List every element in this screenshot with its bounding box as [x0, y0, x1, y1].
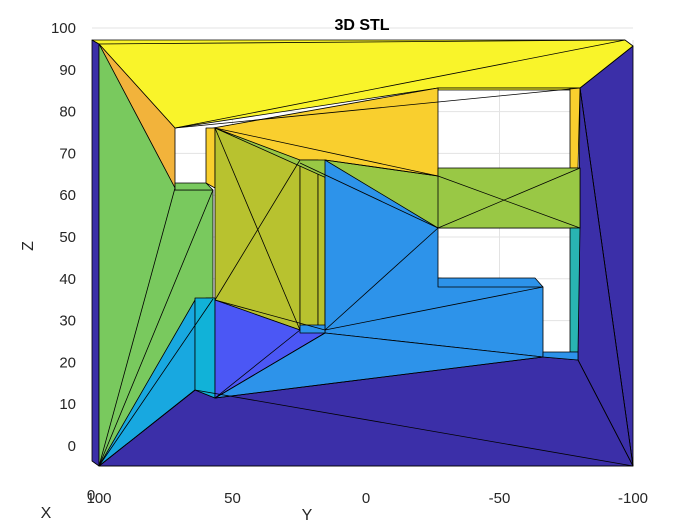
z-tick-label: 100 — [51, 20, 76, 37]
z-tick-label: 70 — [59, 145, 76, 162]
facet-edge — [98, 298, 214, 467]
facet-edge — [214, 159, 301, 301]
facet-edge — [174, 87, 581, 129]
z-tick-label: 20 — [59, 354, 76, 371]
facet — [317, 159, 326, 331]
y-tick-label: 50 — [224, 490, 241, 507]
facet-edge — [299, 162, 439, 229]
z-tick-label: 50 — [59, 229, 76, 246]
z-axis-ticks: 0 10 20 30 40 50 60 70 80 90 100 — [51, 20, 76, 455]
facet-edge — [214, 332, 326, 399]
y-axis-ticks: 100 50 0 -50 -100 — [86, 490, 648, 507]
facet — [91, 39, 100, 467]
facet-edge — [214, 329, 301, 399]
z-tick-label: 10 — [59, 396, 76, 413]
facet-edge — [194, 389, 634, 467]
z-tick-label: 80 — [59, 104, 76, 121]
facet — [194, 297, 216, 399]
facet-edge — [437, 175, 581, 229]
facet-edge — [577, 359, 634, 467]
facet-edge — [214, 299, 326, 331]
facet-edge — [437, 167, 581, 229]
z-tick-label: 60 — [59, 187, 76, 204]
z-tick-label: 90 — [59, 62, 76, 79]
facet-edge — [98, 189, 214, 467]
facet-edge — [324, 159, 439, 177]
y-tick-label: 0 — [362, 490, 370, 507]
facet-edge — [98, 39, 626, 45]
facet-edge — [174, 39, 626, 129]
z-tick-label: 40 — [59, 271, 76, 288]
facet-edge — [214, 127, 301, 331]
y-axis-label: Y — [302, 507, 313, 524]
y-tick-label: -50 — [489, 490, 511, 507]
x-axis-ticks: 0 — [87, 487, 95, 504]
y-tick-label: -100 — [618, 490, 648, 507]
facet — [205, 127, 216, 189]
facet-edge — [324, 227, 439, 331]
facet-edge — [579, 87, 634, 467]
facet — [437, 87, 581, 91]
facet — [299, 159, 319, 331]
x-axis-label: X — [41, 505, 52, 522]
facet-edge — [98, 389, 196, 467]
x-tick-label: 0 — [87, 487, 95, 504]
facet-edge — [98, 187, 176, 467]
facet-edge — [324, 286, 544, 331]
facet — [174, 182, 214, 191]
z-axis-label: Z — [20, 241, 37, 251]
facet-edge — [214, 127, 439, 177]
z-tick-label: 0 — [68, 438, 76, 455]
z-tick-label: 30 — [59, 313, 76, 330]
facet — [569, 227, 581, 353]
facet — [569, 87, 581, 169]
stl-model — [91, 39, 634, 467]
chart-title: 3D STL — [334, 17, 389, 34]
y-tick-label: 100 — [86, 490, 111, 507]
facet-edge — [214, 356, 544, 399]
facet — [437, 277, 544, 288]
